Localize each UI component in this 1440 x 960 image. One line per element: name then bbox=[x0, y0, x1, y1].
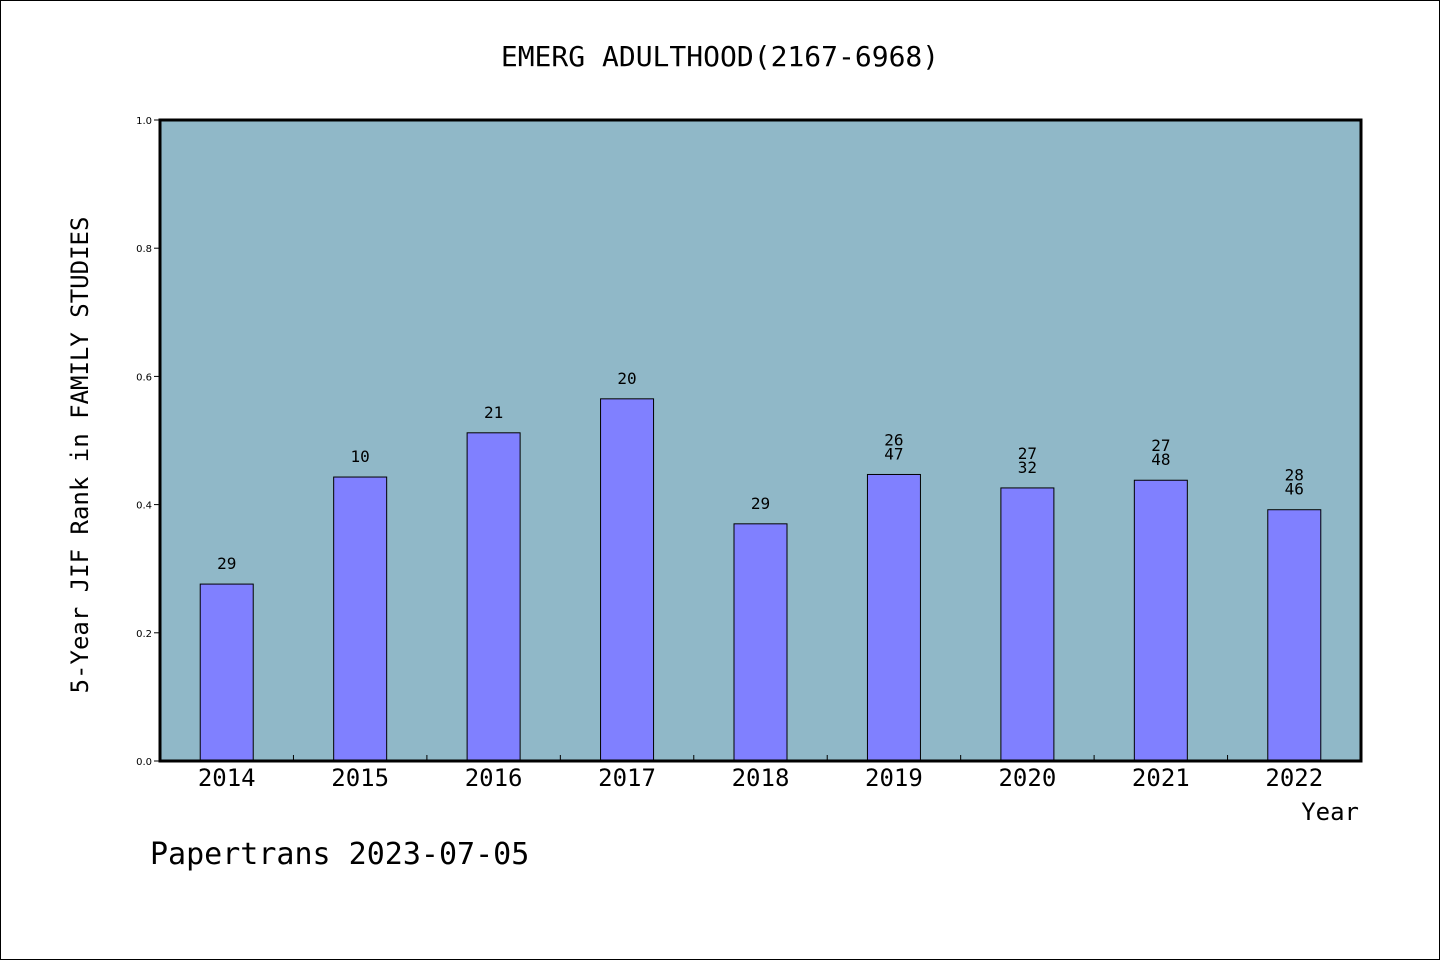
x-tick-label: 2016 bbox=[465, 764, 523, 792]
bar-2018 bbox=[733, 523, 788, 762]
x-tick-label: 2019 bbox=[865, 764, 923, 792]
bar-2015 bbox=[333, 476, 388, 762]
x-tick-label: 2020 bbox=[998, 764, 1056, 792]
y-tick-label: 0.0 bbox=[136, 757, 152, 768]
bar-value-label: 28 bbox=[1285, 466, 1304, 485]
y-tick-label: 0.6 bbox=[136, 372, 152, 383]
bar-value-label: 27 bbox=[1018, 444, 1037, 463]
bar-value-label: 29 bbox=[751, 494, 770, 513]
bar-value-label: 32 bbox=[1018, 458, 1037, 477]
x-tick-label: 2018 bbox=[732, 764, 790, 792]
bar-value-label: 29 bbox=[217, 554, 236, 573]
x-tick-label: 2017 bbox=[598, 764, 656, 792]
x-axis: 2014 2015 2016 2017 2018 2019 2020 2021 2022 bbox=[159, 755, 1362, 792]
x-tick-label: 2021 bbox=[1132, 764, 1190, 792]
y-tick-label: 0.2 bbox=[136, 629, 152, 640]
bar-2020 bbox=[1000, 487, 1055, 762]
bar-value-label: 10 bbox=[351, 447, 370, 466]
bar-2022 bbox=[1267, 509, 1322, 762]
y-tick-label: 0.4 bbox=[136, 501, 152, 512]
x-tick-label: 2015 bbox=[331, 764, 389, 792]
x-axis-label: Year bbox=[1301, 798, 1359, 826]
chart-title: EMERG ADULTHOOD(2167-6968) bbox=[501, 40, 939, 73]
y-tick-label: 0.8 bbox=[136, 244, 152, 255]
x-tick-label: 2022 bbox=[1265, 764, 1323, 792]
x-tick-label: 2014 bbox=[198, 764, 256, 792]
bar-2016 bbox=[466, 432, 521, 762]
y-tick-label: 1.0 bbox=[136, 116, 152, 127]
y-axis: 0.0 0.2 0.4 0.6 0.8 1.0 bbox=[136, 116, 160, 768]
bar-2019 bbox=[866, 473, 921, 762]
footer-source: Papertrans 2023-07-05 bbox=[150, 837, 529, 872]
y-axis-label: 5-Year JIF Rank in FAMILY STUDIES bbox=[66, 217, 94, 694]
plot-border bbox=[158, 118, 1363, 763]
bar-value-label: 47 bbox=[884, 444, 903, 463]
bar-2021 bbox=[1133, 479, 1188, 762]
bar-value-label: 48 bbox=[1151, 450, 1170, 469]
bar-2014 bbox=[199, 583, 254, 762]
bar-value-label: 26 bbox=[884, 430, 903, 449]
bar-value-label: 20 bbox=[617, 369, 636, 388]
bar-value-label: 46 bbox=[1285, 480, 1304, 499]
bar-2017 bbox=[600, 398, 655, 762]
bar-value-label: 21 bbox=[484, 403, 503, 422]
bar-value-label: 27 bbox=[1151, 436, 1170, 455]
